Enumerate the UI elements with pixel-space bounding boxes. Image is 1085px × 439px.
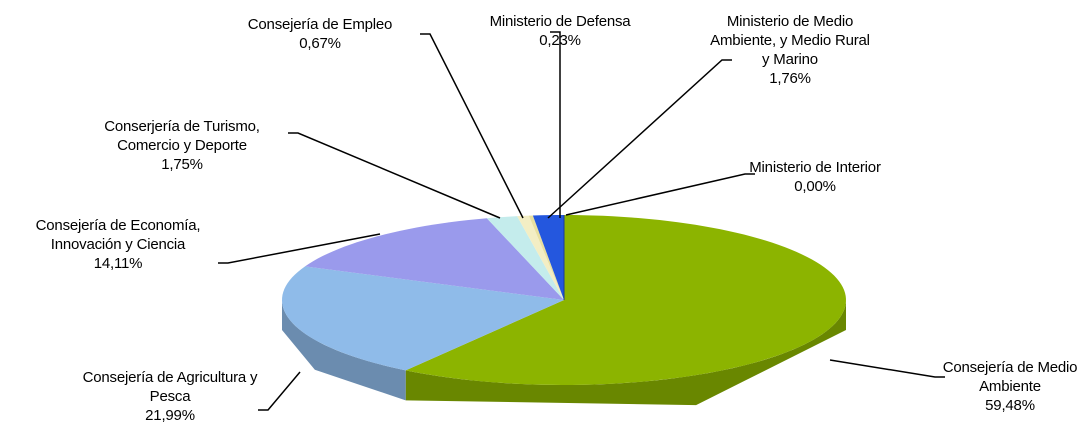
data-label: Consejería de Agricultura y Pesca 21,99%: [65, 368, 275, 425]
leader-line: [258, 371, 301, 411]
pie-slice: [305, 218, 564, 300]
leader-line: [565, 173, 755, 216]
category-label: Consejería de Empleo: [247, 16, 393, 33]
category-label: Conserjería de Turismo, Comercio y Depor…: [104, 118, 260, 154]
leader-line: [218, 233, 381, 264]
slice-top: [486, 216, 564, 300]
pie-slice: [532, 215, 564, 300]
pie-slice: [405, 215, 846, 406]
data-label: Ministerio de Defensa 0,23%: [475, 12, 645, 50]
value-label: 14,11%: [93, 255, 143, 272]
value-label: 0,23%: [539, 32, 581, 49]
category-label: Ministerio de Defensa: [489, 13, 631, 30]
data-label: Ministerio de Interior 0,00%: [720, 158, 910, 196]
value-label: 0,00%: [794, 178, 836, 195]
slice-side: [405, 300, 846, 406]
category-label: Consejería de Medio Ambiente: [942, 359, 1078, 395]
leader-line: [829, 359, 945, 378]
slice-top: [405, 215, 846, 385]
value-label: 1,75%: [161, 156, 203, 173]
pie-slice: [517, 215, 564, 300]
leader-line: [420, 33, 524, 219]
value-label: 59,48%: [985, 397, 1035, 414]
data-label: Consejería de Economía, Innovación y Cie…: [6, 216, 231, 273]
slice-side: [282, 300, 406, 401]
value-label: 1,76%: [769, 70, 811, 87]
data-label: Ministerio de Medio Ambiente, y Medio Ru…: [705, 12, 875, 88]
data-label: Consejería de Medio Ambiente 59,48%: [925, 358, 1085, 415]
category-label: Consejería de Economía, Innovación y Cie…: [35, 217, 201, 253]
data-label: Consejería de Empleo 0,67%: [205, 15, 435, 53]
data-label: Conserjería de Turismo, Comercio y Depor…: [77, 117, 287, 174]
category-label: Ministerio de Interior: [749, 159, 881, 176]
slice-top: [282, 266, 564, 371]
value-label: 0,67%: [299, 35, 341, 52]
value-label: 21,99%: [145, 407, 195, 424]
category-label: Ministerio de Medio Ambiente, y Medio Ru…: [710, 13, 870, 68]
slice-top: [532, 215, 564, 300]
slice-top: [528, 215, 564, 300]
category-label: Consejería de Agricultura y Pesca: [82, 369, 258, 405]
pie-slice: [486, 216, 564, 300]
slice-top: [517, 215, 564, 300]
pie-slice: [282, 266, 564, 401]
leader-line: [547, 59, 732, 219]
leader-line: [550, 31, 561, 218]
pie-slice: [528, 215, 564, 300]
leader-line: [288, 132, 501, 219]
slice-top: [305, 218, 564, 300]
